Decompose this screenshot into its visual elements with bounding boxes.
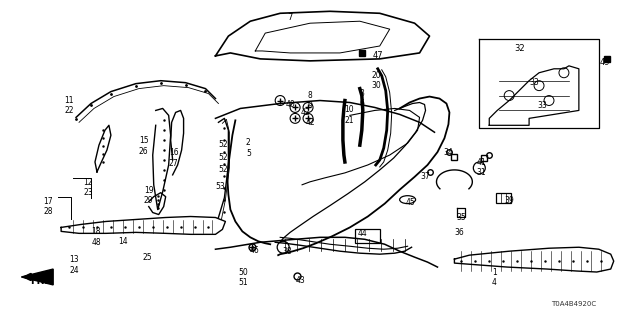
Text: 20
30: 20 30	[372, 71, 381, 90]
Text: 40: 40	[285, 100, 295, 108]
Text: 8
9: 8 9	[308, 91, 312, 110]
Text: 36: 36	[454, 228, 464, 237]
Text: 45: 45	[406, 198, 415, 207]
Text: 19
29: 19 29	[144, 186, 154, 205]
Polygon shape	[21, 269, 53, 285]
Text: 52: 52	[219, 140, 228, 149]
Text: 7: 7	[287, 13, 293, 22]
Text: 31: 31	[477, 168, 486, 177]
Text: 33: 33	[529, 78, 539, 87]
Text: 47: 47	[372, 51, 383, 60]
Text: 33: 33	[537, 100, 547, 109]
Text: 15
26: 15 26	[139, 136, 148, 156]
Text: 10
21: 10 21	[344, 106, 354, 125]
Text: 49: 49	[600, 58, 610, 67]
Text: 39: 39	[504, 196, 514, 205]
Text: 50
51: 50 51	[239, 268, 248, 287]
Text: 32: 32	[514, 44, 524, 53]
Text: 18
48: 18 48	[91, 228, 100, 247]
Text: FR.: FR.	[30, 276, 48, 286]
Text: 14: 14	[118, 237, 127, 246]
Text: 38: 38	[282, 247, 292, 256]
Text: 34: 34	[444, 148, 453, 157]
Text: 42: 42	[300, 108, 310, 117]
Text: 37: 37	[420, 172, 431, 181]
Text: 52: 52	[219, 153, 228, 162]
Text: 16
27: 16 27	[169, 148, 179, 167]
Text: T0A4B4920C: T0A4B4920C	[551, 301, 596, 307]
Text: 53: 53	[216, 182, 225, 191]
Text: 17
28: 17 28	[44, 197, 53, 216]
Text: 41: 41	[477, 158, 486, 167]
Text: 1
4: 1 4	[492, 268, 497, 287]
Text: 42: 42	[305, 118, 315, 127]
Text: 44: 44	[358, 229, 368, 238]
Text: 13
24: 13 24	[69, 255, 79, 275]
Text: 35: 35	[456, 212, 467, 221]
Bar	[355, 229, 380, 243]
Text: 52: 52	[219, 165, 228, 174]
Text: 12
23: 12 23	[83, 178, 93, 197]
Text: 3
6: 3 6	[360, 89, 364, 108]
Text: 46: 46	[250, 246, 259, 255]
Text: 43: 43	[295, 276, 305, 285]
Text: 25: 25	[143, 253, 152, 262]
Bar	[496, 193, 511, 203]
Text: 2
5: 2 5	[246, 138, 251, 157]
Text: 11
22: 11 22	[65, 96, 74, 115]
